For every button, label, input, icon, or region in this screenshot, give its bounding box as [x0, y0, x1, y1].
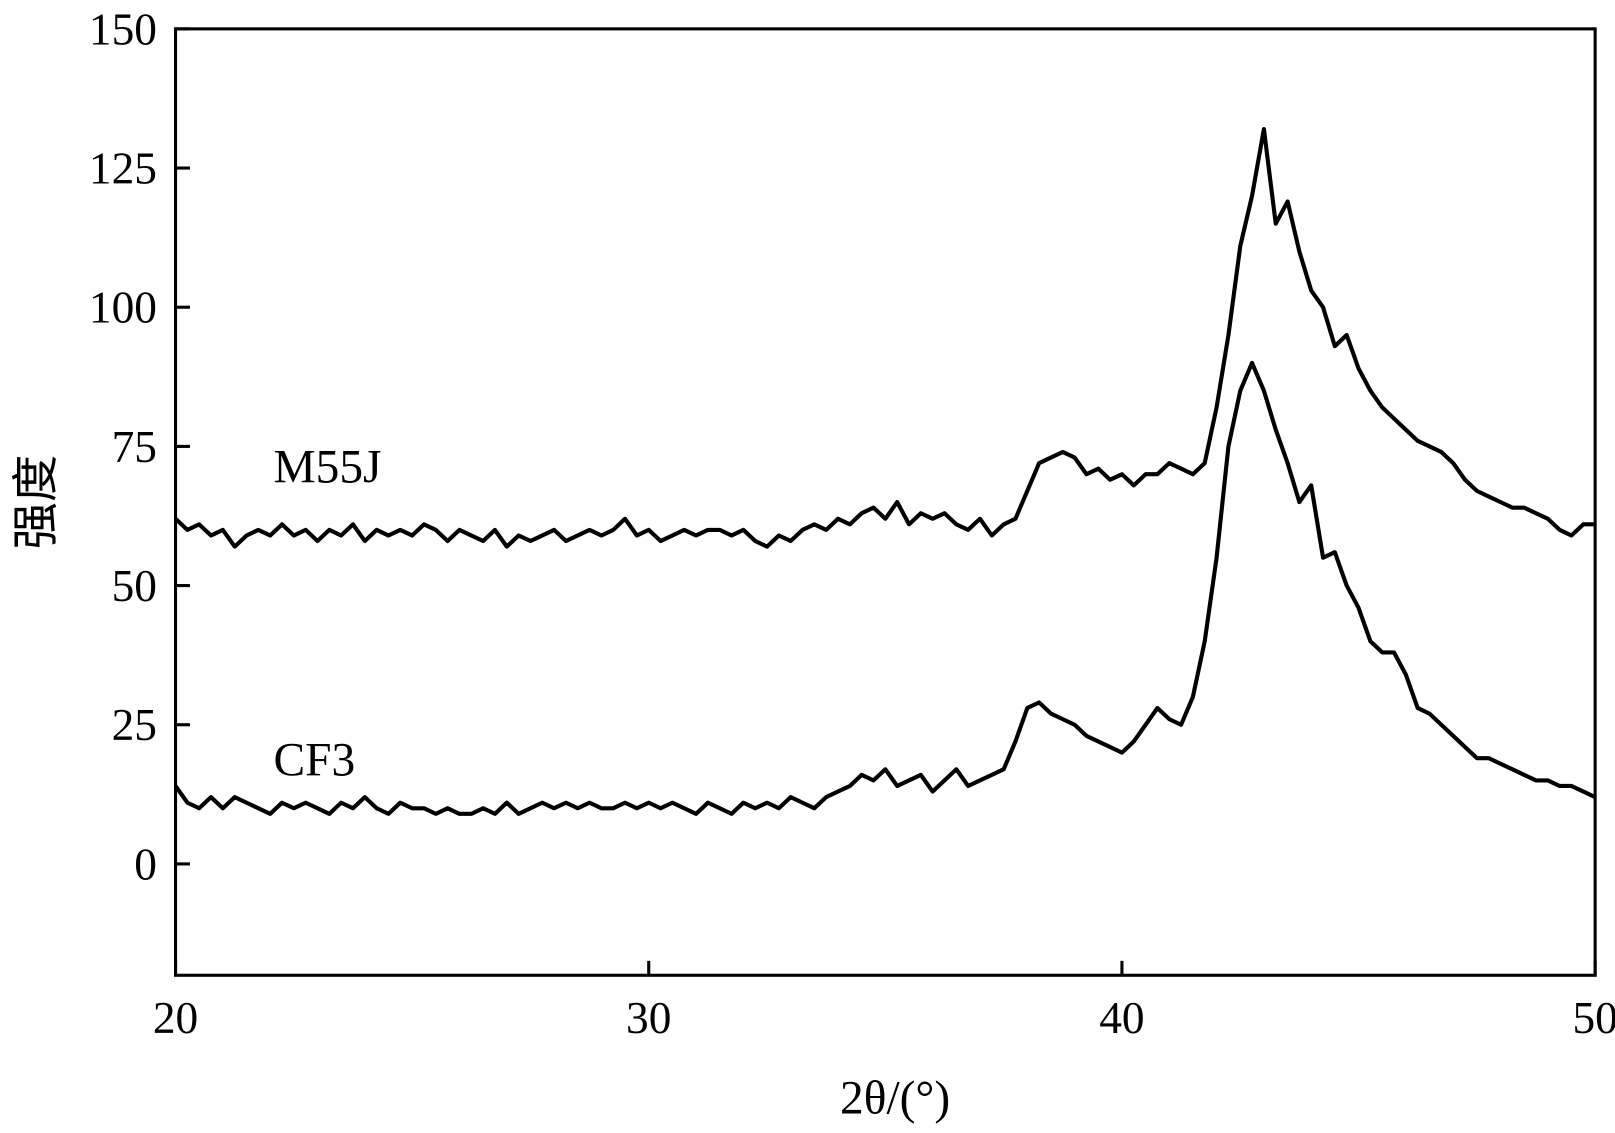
y-tick-label: 100 — [89, 283, 157, 333]
y-tick-label: 50 — [112, 561, 157, 611]
series-line — [173, 360, 1597, 816]
y-tick-label: 0 — [134, 839, 157, 889]
y-tick-label: 125 — [89, 144, 157, 194]
x-tick-label: 40 — [1099, 993, 1144, 1043]
series-line — [174, 127, 1596, 549]
y-tick-label: 75 — [112, 422, 157, 472]
x-tick-label: 50 — [1572, 993, 1615, 1043]
y-tick-label: 25 — [112, 700, 157, 750]
x-tick-label: 20 — [153, 993, 198, 1043]
x-tick-label: 30 — [626, 993, 671, 1043]
x-axis-label: 2θ/(°) — [840, 1072, 950, 1124]
plot-frame — [173, 27, 1597, 977]
series-label: CF3 — [273, 734, 355, 786]
series-label: M55J — [273, 441, 381, 493]
y-axis-label: 强度 — [11, 455, 63, 550]
y-tick-label: 150 — [89, 4, 157, 54]
